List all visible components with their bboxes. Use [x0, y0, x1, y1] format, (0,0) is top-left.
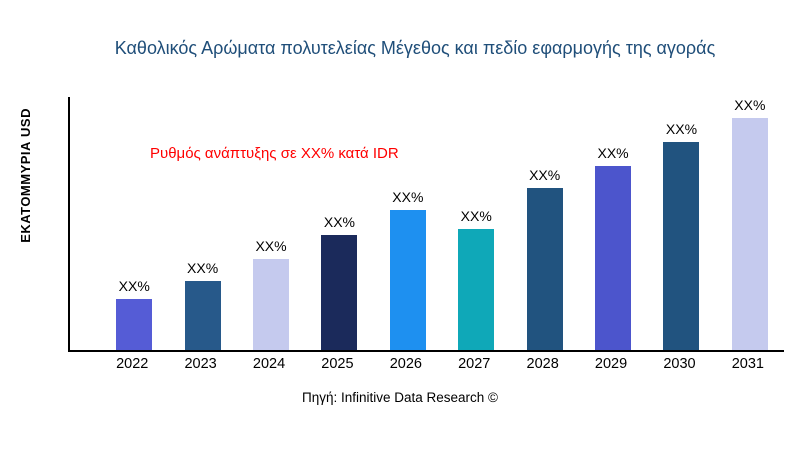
y-axis-label-wrap: ΕΚΑΤΟΜΜΥΡΙΑ USD	[18, 88, 33, 263]
bar-2022	[116, 299, 153, 350]
bar-2023	[184, 281, 221, 350]
bar-2025	[321, 234, 358, 350]
bar-value-label-2027: XX%	[460, 207, 492, 224]
bar-column-2025: XX%	[305, 97, 373, 350]
bar-column-2027: XX%	[442, 97, 510, 350]
x-tick-2027: 2027	[458, 356, 491, 372]
bar-column-2029: XX%	[579, 97, 647, 350]
tick-column-2024: 2024	[235, 356, 303, 372]
tick-column-2027: 2027	[440, 356, 508, 372]
x-tick-2023: 2023	[184, 356, 217, 372]
x-tick-2024: 2024	[252, 356, 286, 372]
bar-column-2022: XX%	[100, 97, 168, 350]
tick-column-2028: 2028	[508, 356, 576, 372]
source-attribution: Πηγή: Infinitive Data Research ©	[301, 390, 499, 405]
tick-column-2022: 2022	[98, 356, 166, 372]
bar-column-2023: XX%	[168, 97, 236, 350]
x-tick-2022: 2022	[116, 356, 149, 372]
chart-title: Καθολικός Αρώματα πολυτελείας Μέγεθος κα…	[114, 38, 716, 58]
y-axis-label: ΕΚΑΤΟΜΜΥΡΙΑ USD	[18, 108, 33, 243]
bars: XX% XX% XX% XX% XX% XX% XX% XX% XX% XX%	[70, 97, 784, 350]
bar-value-label-2029: XX%	[597, 144, 629, 161]
tick-column-2023: 2023	[166, 356, 234, 372]
bar-value-label-2025: XX%	[323, 213, 355, 230]
bar-column-2028: XX%	[510, 97, 578, 350]
bar-2024	[253, 258, 290, 350]
bar-value-label-2024: XX%	[255, 237, 287, 254]
tick-column-2026: 2026	[372, 356, 440, 372]
bar-2026	[389, 210, 426, 350]
x-ticks: 2022 2023 2024 2025 2026 2027 2028 2029 2030 2031	[68, 356, 782, 372]
bar-2031	[731, 118, 768, 350]
bar-value-label-2031: XX%	[734, 97, 766, 113]
tick-column-2029: 2029	[577, 356, 645, 372]
x-tick-2031: 2031	[731, 356, 764, 372]
plot-area: XX% XX% XX% XX% XX% XX% XX% XX% XX% XX%	[68, 97, 784, 352]
bar-2030	[663, 141, 700, 350]
tick-column-2030: 2030	[645, 356, 713, 372]
bar-value-label-2022: XX%	[118, 278, 150, 295]
bar-2028	[526, 188, 563, 350]
bar-2027	[458, 228, 495, 350]
tick-column-2025: 2025	[303, 356, 371, 372]
x-tick-2028: 2028	[526, 356, 559, 372]
bar-2029	[595, 165, 632, 350]
x-tick-2025: 2025	[321, 356, 354, 372]
x-tick-2030: 2030	[663, 356, 696, 372]
bar-value-label-2030: XX%	[665, 120, 698, 137]
bar-column-2030: XX%	[647, 97, 715, 350]
growth-rate-annotation: Ρυθμός ανάπτυξης σε XX% κατά IDR	[150, 145, 399, 162]
x-tick-2026: 2026	[389, 356, 422, 372]
tick-column-2031: 2031	[714, 356, 782, 372]
bar-value-label-2023: XX%	[187, 260, 219, 277]
bar-value-label-2028: XX%	[529, 167, 561, 184]
bar-column-2024: XX%	[237, 97, 305, 350]
x-axis: 2022 2023 2024 2025 2026 2027 2028 2029 2030 2031	[68, 356, 782, 376]
bar-value-label-2026: XX%	[392, 189, 424, 206]
bar-column-2031: XX%	[716, 97, 784, 350]
x-tick-2029: 2029	[594, 356, 628, 372]
bar-column-2026: XX%	[374, 97, 442, 350]
